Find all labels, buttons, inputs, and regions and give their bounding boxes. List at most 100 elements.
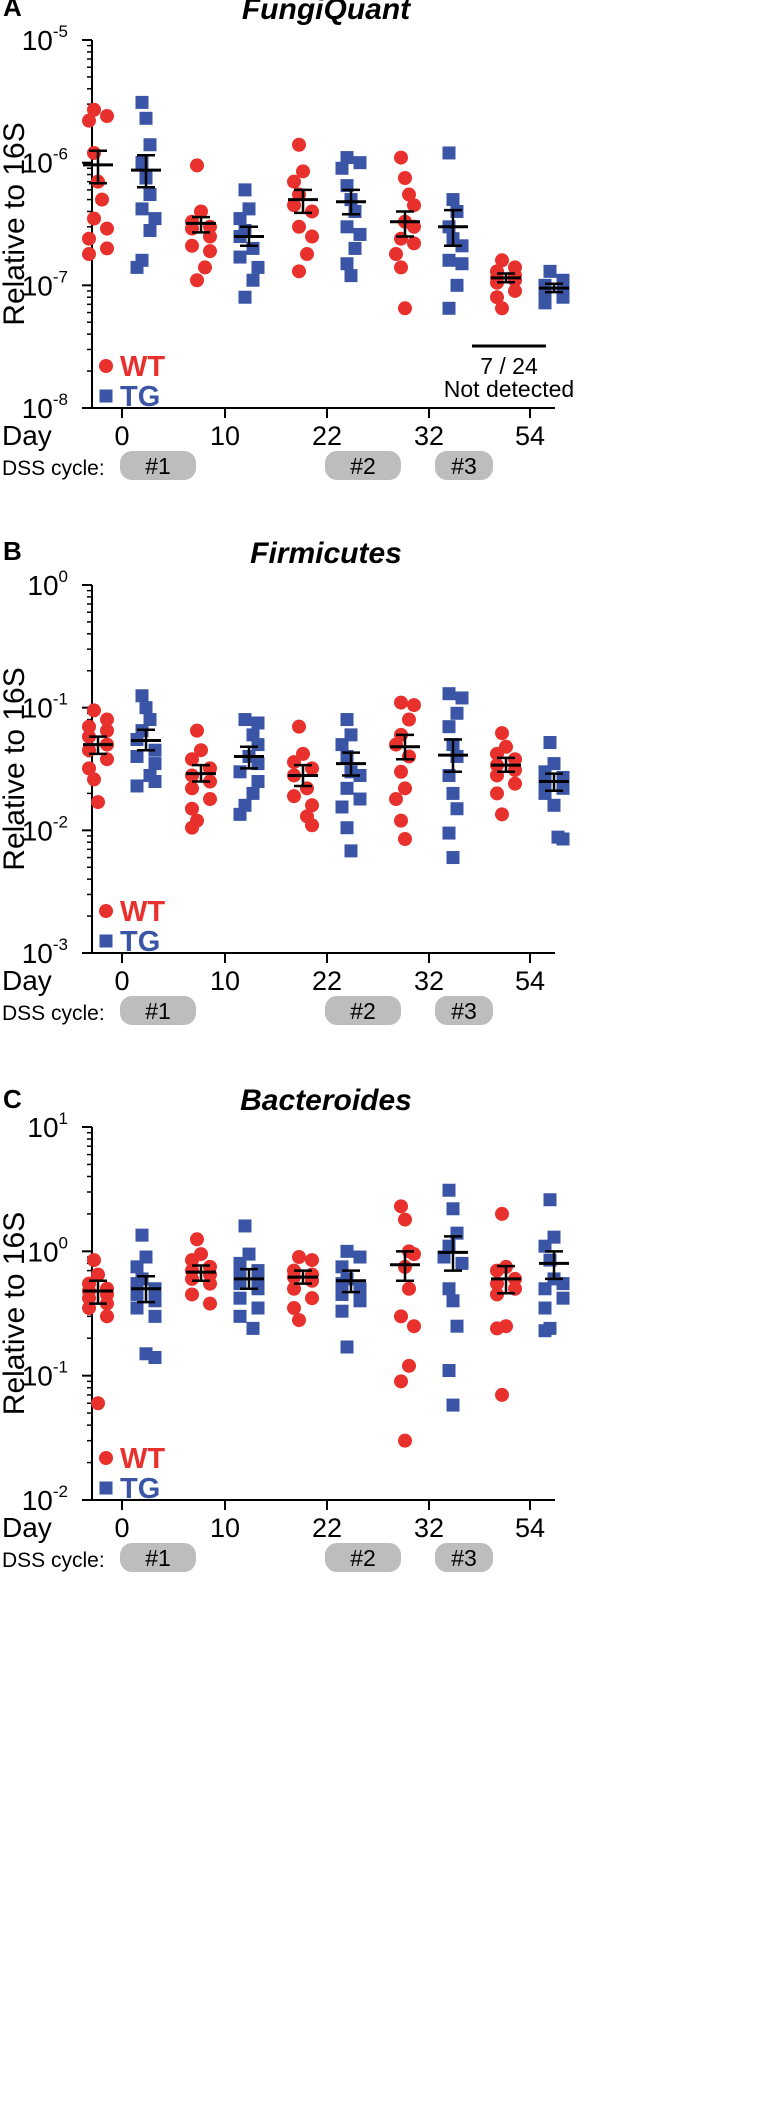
chart-title: Bacteroides [240, 1084, 412, 1117]
data-point-tg [543, 1193, 557, 1207]
data-point-wt [495, 1206, 509, 1221]
data-point-tg [450, 802, 464, 816]
y-tick-base: 10 [22, 1485, 53, 1516]
data-point-tg [340, 151, 354, 165]
y-tick-base: 10 [22, 693, 53, 724]
data-point-tg [340, 220, 354, 234]
y-tick-label: 10-8 [22, 390, 68, 424]
data-point-tg [340, 821, 354, 835]
y-tick-base: 10 [22, 270, 53, 301]
data-point-tg [238, 1219, 252, 1233]
y-tick-label: 10-7 [22, 267, 68, 301]
data-point-wt [394, 260, 408, 275]
data-point-tg [442, 301, 456, 315]
data-point-wt [292, 137, 306, 152]
dss-cycle-pill [120, 996, 196, 1025]
data-point-wt [190, 723, 204, 738]
data-point-wt [398, 170, 412, 185]
data-point-wt [508, 776, 522, 791]
data-point-tg [556, 832, 570, 846]
data-point-wt [394, 764, 408, 779]
data-point-tg [135, 689, 149, 703]
data-point-tg [547, 798, 561, 812]
y-tick-label: 10-1 [22, 690, 68, 724]
panel-letter: B [3, 536, 22, 566]
data-point-tg [130, 1277, 144, 1291]
legend-label-tg: TG [120, 926, 160, 958]
data-point-wt [185, 1271, 199, 1286]
data-point-tg [135, 95, 149, 109]
data-point-tg [135, 202, 149, 216]
data-point-tg [238, 183, 252, 197]
data-point-tg [233, 1309, 247, 1323]
data-point-wt [398, 1212, 412, 1227]
data-point-wt [394, 813, 408, 828]
series-tg [130, 687, 570, 865]
data-point-tg [238, 713, 252, 727]
dss-cycle-label: DSS cycle: [2, 457, 105, 480]
dss-cycle-pill-label: #3 [451, 998, 477, 1024]
data-point-wt [398, 781, 412, 796]
data-point-wt [292, 1250, 306, 1265]
legend-label-tg: TG [120, 381, 160, 413]
panel-letter: C [3, 1084, 22, 1114]
x-tick-label: 32 [414, 966, 444, 996]
data-point-tg [353, 1294, 367, 1308]
data-point-tg [130, 779, 144, 793]
data-point-wt [203, 244, 217, 259]
data-point-tg [353, 1250, 367, 1264]
data-point-tg [233, 807, 247, 821]
y-tick-exponent: 1 [59, 1109, 68, 1128]
data-point-wt [389, 247, 403, 262]
data-point-tg [538, 296, 552, 310]
y-tick-label: 10-3 [22, 935, 68, 969]
y-axis-label: Relative to 16S [0, 667, 31, 870]
legend-marker-tg [99, 1481, 113, 1495]
panel-letter: A [3, 0, 22, 22]
x-axis-label: Day [2, 420, 52, 451]
dss-cycle-pill-label: #1 [145, 1545, 171, 1571]
data-point-tg [538, 1301, 552, 1315]
dss-cycle-pill [435, 1543, 493, 1572]
legend-marker-tg [99, 389, 113, 403]
data-point-wt [407, 198, 421, 213]
data-point-wt [398, 1433, 412, 1448]
data-point-wt [407, 1247, 421, 1262]
data-point-tg [556, 1291, 570, 1305]
dss-cycle-pill [325, 996, 401, 1025]
y-tick-base: 10 [22, 148, 53, 179]
data-point-tg [344, 269, 358, 283]
data-point-tg [442, 1364, 456, 1378]
data-point-wt [292, 264, 306, 279]
data-point-tg [353, 792, 367, 806]
data-point-wt [508, 283, 522, 298]
data-point-wt [402, 1281, 416, 1296]
data-point-tg [238, 290, 252, 304]
data-point-tg [139, 1250, 153, 1264]
data-point-wt [203, 1276, 217, 1291]
y-tick-label: 10-5 [22, 22, 68, 56]
data-point-wt [100, 109, 114, 124]
data-point-wt [490, 1321, 504, 1336]
data-point-wt [296, 746, 310, 761]
data-point-wt [82, 1291, 96, 1306]
data-point-tg [455, 257, 469, 271]
data-point-wt [495, 1387, 509, 1402]
data-point-tg [442, 1183, 456, 1197]
data-point-wt [185, 801, 199, 816]
dss-cycle-pill-label: #3 [451, 1545, 477, 1571]
legend-marker-wt [99, 359, 113, 373]
data-point-tg [233, 1256, 247, 1270]
x-tick-label: 54 [515, 966, 545, 996]
data-point-tg [233, 212, 247, 226]
data-point-tg [130, 1260, 144, 1274]
data-point-wt [87, 772, 101, 787]
data-point-tg [335, 1304, 349, 1318]
x-tick-label: 22 [312, 966, 342, 996]
y-tick-label: 100 [27, 1233, 68, 1267]
data-point-tg [556, 781, 570, 795]
data-point-tg [446, 1294, 460, 1308]
data-point-tg [446, 1398, 460, 1412]
